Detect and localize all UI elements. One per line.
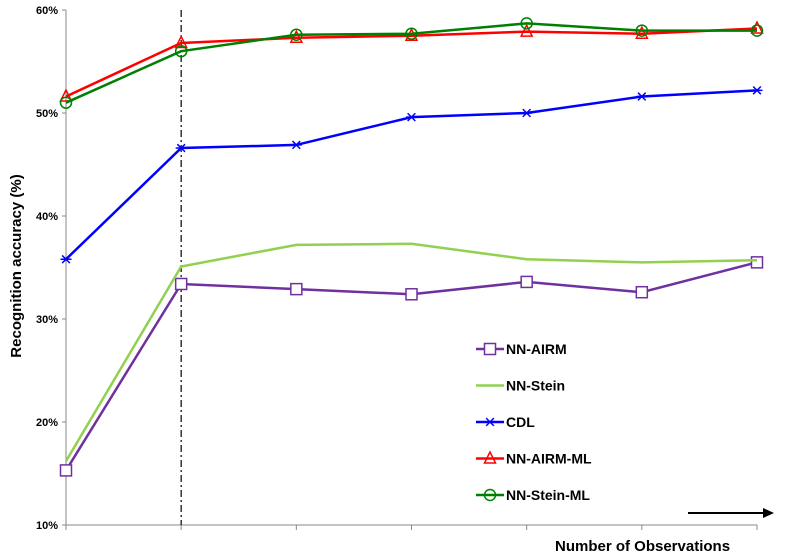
data-point [406,112,417,122]
data-point [290,140,302,150]
data-point [174,44,188,58]
series-nn-airm [59,256,764,477]
y-tick-labels: 10% 20% 30% 40% 50% 60% [36,5,58,532]
data-point [290,28,303,41]
data-point [520,275,533,289]
legend-marker [483,342,497,356]
data-point [635,25,649,39]
star-arm [407,112,416,122]
star-arm [485,417,495,427]
legend-item: NN-Stein-ML [476,487,590,503]
x-axis-title: Number of Observations [555,538,730,555]
data-point [751,85,763,95]
data-point [175,143,187,153]
y-tick-label: 60% [36,5,58,17]
data-point [59,96,73,109]
data-point [750,20,764,34]
arrow [688,508,774,518]
star-arm [61,254,71,264]
series-line [65,89,758,261]
data-point [520,17,533,30]
y-tick-label: 30% [36,314,58,326]
data-point [60,254,72,264]
legend-marker [483,450,497,464]
data-point [59,464,73,477]
legend-marker [484,417,496,427]
legend-item: NN-AIRM [476,341,567,357]
legend-marker [483,488,497,502]
data-point [405,288,418,301]
star-arm [522,108,532,118]
star-arm [176,143,186,153]
y-tick-label: 50% [36,108,58,120]
legend: NN-AIRM NN-Stein CDL NN-AIRM-ML NN-Stein-ML [476,341,592,503]
data-point [635,285,649,299]
star-arm [637,92,647,101]
data-point [750,24,764,37]
legend-item: NN-Stein [476,378,565,394]
series-layer [59,17,764,477]
star-arm [291,140,301,150]
legend-label: NN-Stein-ML [506,487,590,503]
data-point [635,24,649,37]
y-tick-label: 20% [36,417,58,429]
series-line [64,242,758,462]
data-point [521,108,533,118]
axes [62,9,758,530]
y-tick-label: 40% [36,211,58,223]
y-axis-title: Recognition accuracy (%) [8,174,25,357]
data-point [174,34,188,49]
series-nn-stein-ml [59,17,764,109]
data-point [405,27,418,40]
series-cdl [60,85,763,264]
legend-label: NN-AIRM-ML [506,451,592,467]
series-nn-airm-ml [59,20,764,102]
series-line [65,27,758,98]
data-point [750,256,764,269]
legend-item: CDL [476,414,535,430]
series-nn-stein [64,242,758,462]
star-arm [752,85,762,95]
data-point [289,29,304,44]
series-line [65,22,757,104]
legend-label: CDL [506,414,535,430]
legend-label: NN-Stein [506,378,565,394]
data-point [636,92,648,101]
data-point [174,277,188,291]
y-tick-label: 10% [36,520,58,532]
data-point [290,282,303,296]
legend-item: NN-AIRM-ML [476,450,592,467]
data-point [519,23,534,37]
data-point [59,88,73,102]
legend-label: NN-AIRM [506,341,567,357]
